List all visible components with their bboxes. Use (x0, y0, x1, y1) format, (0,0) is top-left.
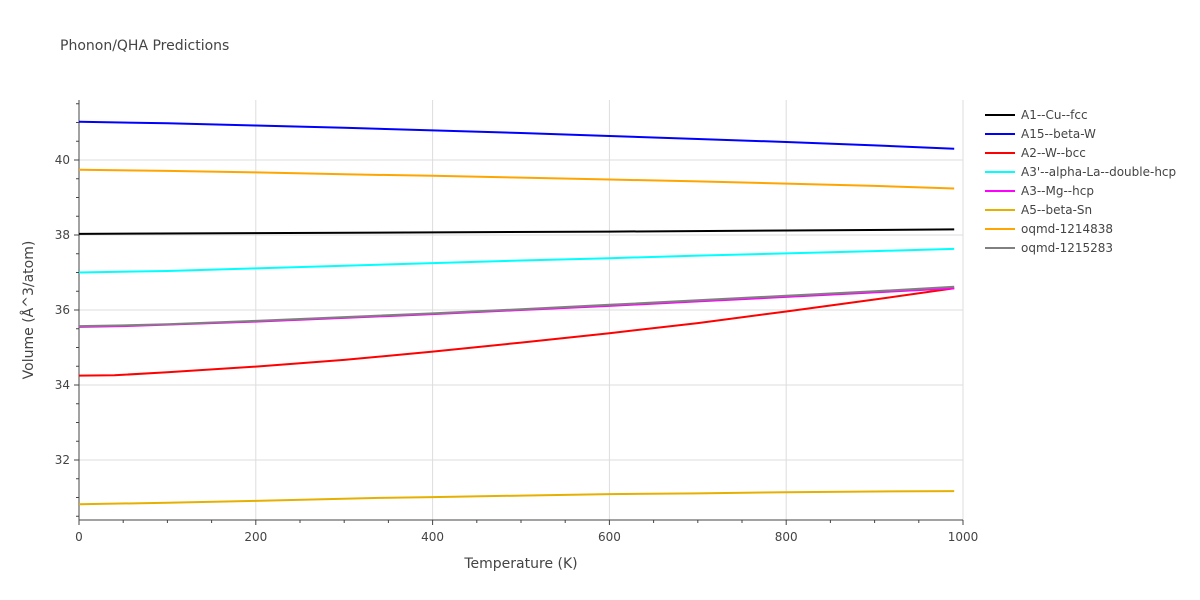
series-line (78, 287, 955, 377)
chart-title: Phonon/QHA Predictions (60, 38, 229, 54)
series-line (78, 285, 955, 328)
legend-label: A2--W--bcc (1021, 146, 1086, 160)
legend-label: A1--Cu--fcc (1021, 108, 1088, 122)
legend-label: A5--beta-Sn (1021, 203, 1092, 217)
y-axis-label: Volume (Å^3/atom) (20, 241, 37, 380)
y-tick-label: 40 (55, 153, 70, 167)
series-line (78, 247, 955, 274)
x-tick-label: 800 (775, 530, 798, 544)
x-tick-label: 1000 (948, 530, 979, 544)
series-line (78, 168, 955, 190)
x-tick-label: 200 (244, 530, 267, 544)
legend-label: A3--Mg--hcp (1021, 184, 1094, 198)
series-line (78, 228, 955, 235)
grid-layer (79, 100, 964, 520)
legend-label: A3'--alpha-La--double-hcp (1021, 165, 1176, 179)
legend-label: oqmd-1215283 (1021, 241, 1113, 255)
series-line (78, 490, 955, 506)
x-tick-label: 400 (421, 530, 444, 544)
x-tick-label: 0 (75, 530, 83, 544)
x-axis-label: Temperature (K) (463, 556, 577, 572)
y-tick-label: 32 (55, 453, 70, 467)
y-tick-label: 36 (55, 303, 70, 317)
x-tick-label: 600 (598, 530, 621, 544)
series-layer (78, 120, 955, 506)
y-tick-label: 38 (55, 228, 70, 242)
y-tick-label: 34 (55, 378, 70, 392)
axis-layer: 0 200 400 600 800 1000 32 34 36 38 40 (55, 100, 979, 544)
legend-label: A15--beta-W (1021, 127, 1096, 141)
series-line (78, 120, 955, 150)
legend: A1--Cu--fcc A15--beta-W A2--W--bcc A3'--alp… (985, 108, 1176, 255)
legend-label: oqmd-1214838 (1021, 222, 1113, 236)
